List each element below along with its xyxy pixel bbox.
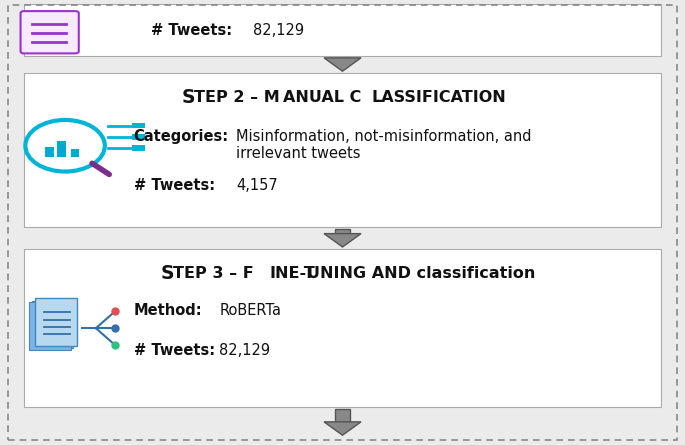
FancyBboxPatch shape <box>35 298 77 345</box>
Text: # Tweets:: # Tweets: <box>151 23 232 37</box>
Polygon shape <box>324 422 361 435</box>
Text: TEP 2 – M: TEP 2 – M <box>194 90 279 105</box>
Text: 82,129: 82,129 <box>219 343 271 358</box>
Text: LASSIFICATION: LASSIFICATION <box>372 90 507 105</box>
Bar <box>57 142 66 157</box>
Text: RoBERTa: RoBERTa <box>219 303 282 318</box>
Text: UNING AND classification: UNING AND classification <box>307 266 535 281</box>
Text: INE-T: INE-T <box>269 266 315 281</box>
Text: # Tweets:: # Tweets: <box>134 178 214 193</box>
FancyBboxPatch shape <box>24 73 661 227</box>
Text: TEP 3 – F: TEP 3 – F <box>173 266 254 281</box>
FancyBboxPatch shape <box>24 4 661 56</box>
FancyBboxPatch shape <box>29 303 71 350</box>
Text: 82,129: 82,129 <box>253 23 305 37</box>
Text: S: S <box>182 89 195 107</box>
Bar <box>45 147 54 157</box>
Bar <box>71 149 79 157</box>
Text: 4,157: 4,157 <box>236 178 278 193</box>
Bar <box>132 123 145 128</box>
Bar <box>335 229 350 234</box>
Text: Method:: Method: <box>134 303 202 318</box>
Bar <box>132 145 145 150</box>
Polygon shape <box>324 58 361 71</box>
FancyBboxPatch shape <box>21 11 79 53</box>
FancyBboxPatch shape <box>24 249 661 407</box>
Text: Misinformation, not-misinformation, and
irrelevant tweets: Misinformation, not-misinformation, and … <box>236 129 532 162</box>
Text: Categories:: Categories: <box>134 129 229 144</box>
Text: S: S <box>161 264 175 283</box>
FancyBboxPatch shape <box>32 301 73 348</box>
Bar <box>132 134 145 139</box>
Text: # Tweets:: # Tweets: <box>134 343 214 358</box>
Text: ANUAL C: ANUAL C <box>283 90 361 105</box>
Bar <box>335 409 350 422</box>
Polygon shape <box>324 234 361 247</box>
